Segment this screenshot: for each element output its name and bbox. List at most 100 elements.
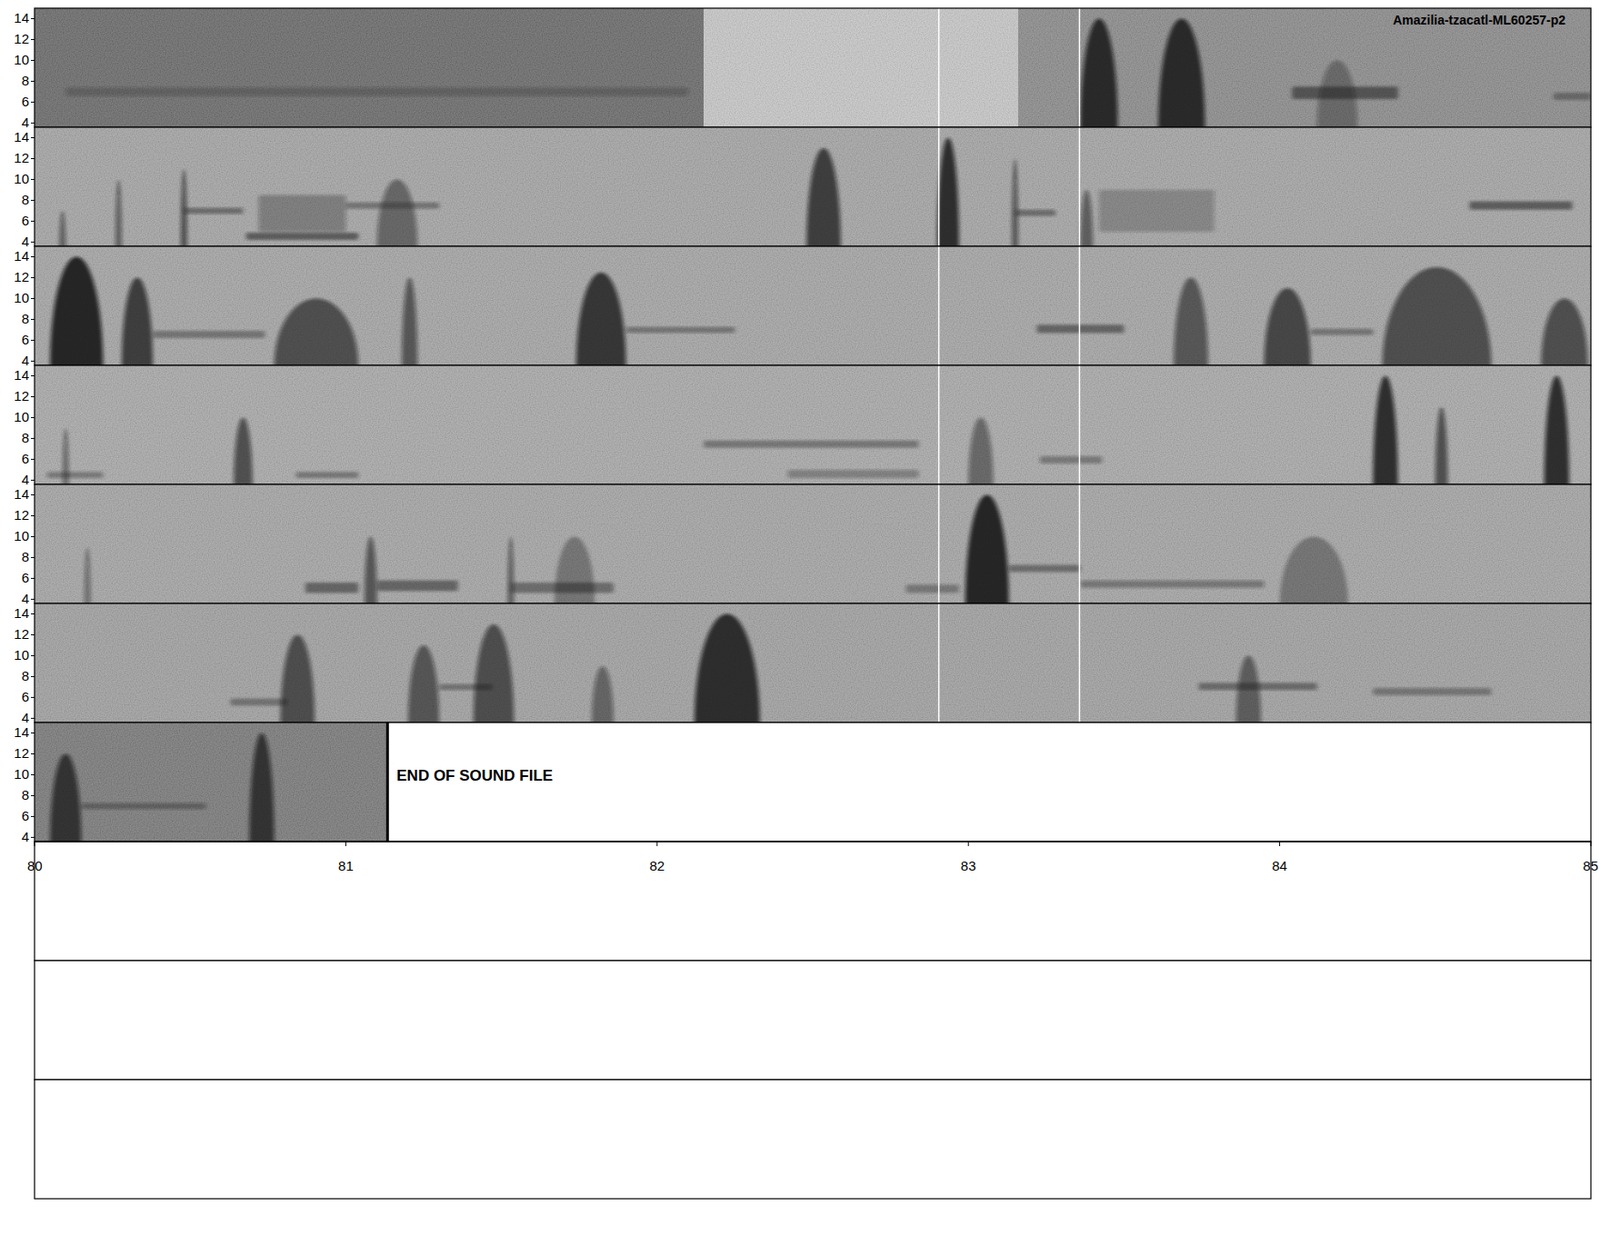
call-burst <box>233 417 253 485</box>
y-tick <box>30 18 35 20</box>
y-tick-label: 8 <box>21 549 30 565</box>
y-tick-label: 6 <box>21 331 30 348</box>
noise <box>34 365 1591 485</box>
y-tick <box>30 634 35 636</box>
y-tick-label: 12 <box>13 507 30 523</box>
y-tick-label: 4 <box>21 590 30 607</box>
call-burst <box>59 210 66 247</box>
y-tick-label: 4 <box>21 829 30 845</box>
y-tick <box>30 375 35 377</box>
call-burst <box>50 256 103 366</box>
y-tick <box>30 753 35 755</box>
title: Amazilia-tzacatl-ML60257-p2 <box>1392 12 1566 28</box>
tonal-band <box>377 580 459 591</box>
marker-line <box>938 484 940 604</box>
y-tick-label: 14 <box>13 10 30 26</box>
y-tick-label: 14 <box>13 724 30 740</box>
x-tick-label: 85 <box>1582 858 1599 874</box>
call-burst <box>576 272 627 366</box>
call-burst <box>507 536 514 604</box>
marker-line <box>1079 127 1081 247</box>
x-tick <box>34 841 36 847</box>
call-burst <box>591 666 614 723</box>
marker-line <box>938 127 940 247</box>
tonal-band <box>906 584 960 593</box>
row-plot <box>34 603 1591 723</box>
y-tick-label: 8 <box>21 787 30 803</box>
y-tick-label: 6 <box>21 450 30 467</box>
y-tick-label: 8 <box>21 72 30 89</box>
row-frame <box>34 603 1591 723</box>
tonal-band <box>1099 190 1215 232</box>
y-tick-label: 12 <box>13 269 30 285</box>
y-tick <box>30 438 35 440</box>
y-tick-label: 4 <box>21 114 30 130</box>
background-segment <box>34 603 1591 723</box>
marker-line <box>938 603 940 723</box>
call-burst <box>1317 60 1359 128</box>
call-burst <box>968 417 993 485</box>
tonal-band <box>305 582 359 593</box>
tonal-band <box>183 207 243 214</box>
y-tick <box>30 557 35 559</box>
row-frame <box>34 365 1591 485</box>
call-burst <box>377 179 419 247</box>
y-tick <box>30 39 35 40</box>
x-tick-label: 80 <box>27 858 43 874</box>
y-tick <box>30 122 35 124</box>
y-tick <box>30 676 35 678</box>
y-tick <box>30 417 35 419</box>
y-tick-label: 14 <box>13 486 30 502</box>
y-tick-label: 14 <box>13 367 30 383</box>
tonal-band <box>152 330 265 339</box>
call-burst <box>1158 18 1205 128</box>
call-burst <box>84 547 91 604</box>
call-burst <box>1236 655 1261 723</box>
call-burst <box>62 428 70 485</box>
tonal-band <box>1015 210 1057 217</box>
noise <box>34 8 1591 128</box>
call-burst <box>401 277 418 366</box>
y-tick <box>30 158 35 160</box>
empty-row-frame <box>34 1080 1591 1200</box>
end-blank <box>387 722 1591 842</box>
tonal-band <box>788 470 920 479</box>
call-burst <box>937 137 960 247</box>
call-burst <box>1544 375 1570 485</box>
y-tick <box>30 494 35 496</box>
y-tick-label: 10 <box>13 528 30 544</box>
noise <box>34 246 1591 366</box>
call-burst <box>364 536 378 604</box>
tonal-band <box>230 699 288 707</box>
call-burst <box>408 645 440 723</box>
call-burst <box>694 613 760 723</box>
y-tick-label: 10 <box>13 170 30 187</box>
tonal-band <box>1310 329 1373 336</box>
call-burst <box>280 634 315 723</box>
row-frame <box>34 484 1591 604</box>
call-burst <box>1263 288 1310 366</box>
tonal-band <box>1040 456 1102 464</box>
y-tick <box>30 220 35 222</box>
y-tick-label: 4 <box>21 710 30 726</box>
tonal-band <box>246 232 359 240</box>
y-tick <box>30 60 35 61</box>
y-tick <box>30 179 35 180</box>
row-plot <box>34 246 1591 366</box>
tonal-band <box>296 471 359 479</box>
call-burst <box>965 494 1010 604</box>
y-tick <box>30 613 35 615</box>
y-tick <box>30 795 35 797</box>
tonal-band <box>1469 201 1572 210</box>
row-frame <box>34 8 1591 128</box>
y-tick-label: 10 <box>13 51 30 68</box>
tonal-band <box>1037 324 1125 333</box>
y-tick-label: 4 <box>21 352 30 369</box>
y-tick-label: 8 <box>21 668 30 684</box>
y-tick-label: 14 <box>13 605 30 621</box>
x-tick <box>345 841 347 847</box>
y-tick-label: 10 <box>13 766 30 782</box>
call-burst <box>50 753 81 842</box>
noise <box>34 722 388 842</box>
background-segment <box>34 484 1591 604</box>
